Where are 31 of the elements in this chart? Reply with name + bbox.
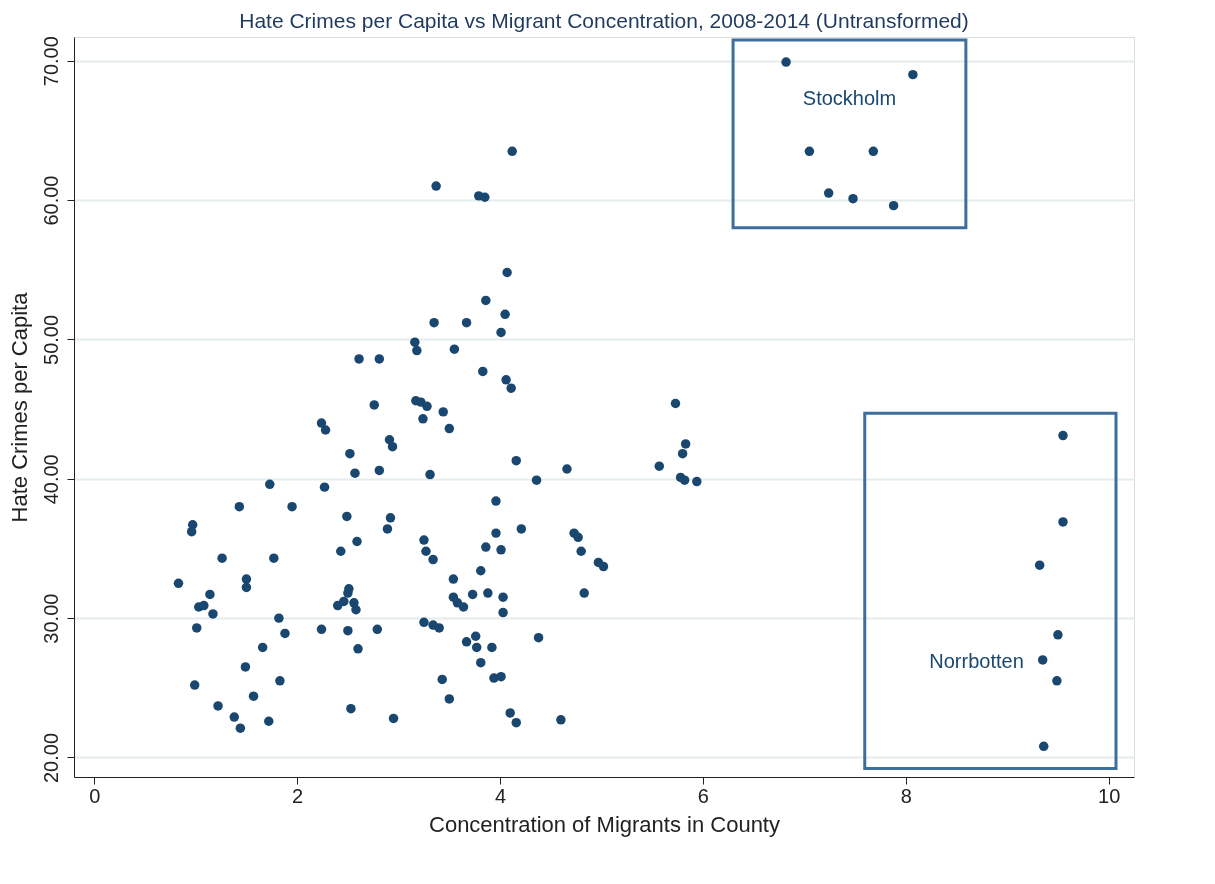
point	[868, 146, 879, 157]
x-tick-label: 8	[900, 784, 912, 807]
point	[1053, 630, 1063, 640]
chart-title: Hate Crimes per Capita vs Migrant Concentration, 2008-2014 (Untransformed)	[239, 8, 969, 32]
y-tick-label: 60.00	[39, 175, 62, 226]
point	[823, 188, 834, 198]
y-tick-label: 20.00	[39, 732, 62, 784]
series-label: Norrbotten	[929, 649, 1024, 672]
y-tick-label: 50.00	[39, 314, 62, 365]
x-tick-label: 6	[697, 784, 709, 807]
x-tick-label: 2	[292, 784, 304, 807]
y-tick-label: 40.00	[39, 454, 62, 505]
x-axis-title: Concentration of Migrants in County	[429, 811, 780, 837]
x-tick-label: 0	[89, 784, 101, 807]
y-tick-label: 70.00	[39, 36, 62, 87]
series-label: Stockholm	[802, 87, 897, 110]
point	[1037, 655, 1048, 665]
y-axis-title: Hate Crimes per Capita	[6, 291, 32, 523]
y-tick-label: 30.00	[39, 593, 62, 644]
point	[1052, 676, 1062, 686]
point	[1058, 517, 1068, 527]
point	[888, 200, 899, 211]
point	[1038, 741, 1049, 752]
point	[908, 69, 918, 80]
x-tick-label: 4	[494, 784, 507, 807]
point	[804, 146, 815, 157]
point	[1058, 430, 1068, 441]
point	[1034, 560, 1045, 570]
x-tick-label: 10	[1098, 784, 1121, 807]
point	[848, 193, 858, 204]
point	[781, 57, 791, 67]
